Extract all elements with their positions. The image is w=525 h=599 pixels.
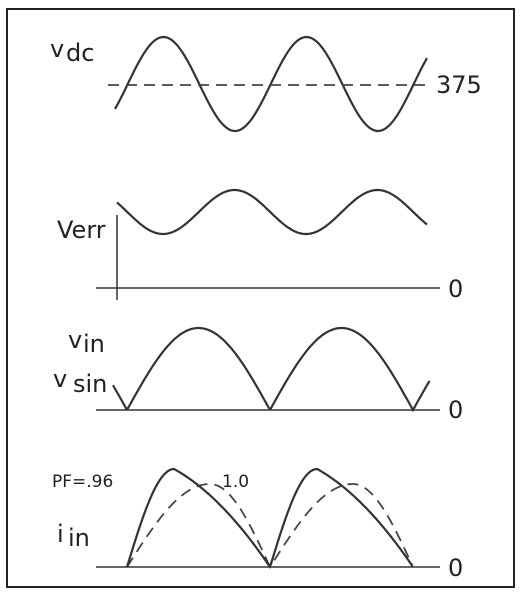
iin-panel: PF=.96 1.0 i in 0 — [52, 467, 463, 582]
vin-label-sub: in — [83, 330, 105, 358]
pf-096-label: PF=.96 — [52, 472, 113, 492]
vdc-panel: v dc 375 — [50, 35, 482, 133]
vin-panel: v in v sin 0 — [53, 326, 463, 424]
verr-panel: Verr 0 — [57, 188, 463, 303]
iin-zero-label: 0 — [448, 554, 463, 582]
iin-pf-1.0-dashed-waveform — [126, 483, 413, 568]
verr-waveform — [116, 188, 428, 236]
iin-label-main: i — [57, 520, 64, 548]
vdc-ripple-waveform — [114, 35, 428, 133]
vdc-label-main: v — [50, 35, 64, 63]
vin-label-main: v — [68, 326, 82, 354]
vdc-label-sub: dc — [66, 39, 94, 67]
iin-pf-0.96-solid-waveform — [125, 467, 414, 570]
pf-10-label: 1.0 — [222, 472, 249, 492]
vin-zero-label: 0 — [448, 396, 463, 424]
vdc-level-label: 375 — [436, 71, 482, 99]
vsin-label-sub: sin — [73, 370, 107, 398]
iin-label-sub: in — [68, 524, 90, 552]
verr-zero-label: 0 — [448, 275, 463, 303]
vsin-label-main: v — [53, 365, 67, 393]
verr-label: Verr — [57, 216, 106, 244]
vin-rectified-sine-waveform — [112, 326, 431, 413]
